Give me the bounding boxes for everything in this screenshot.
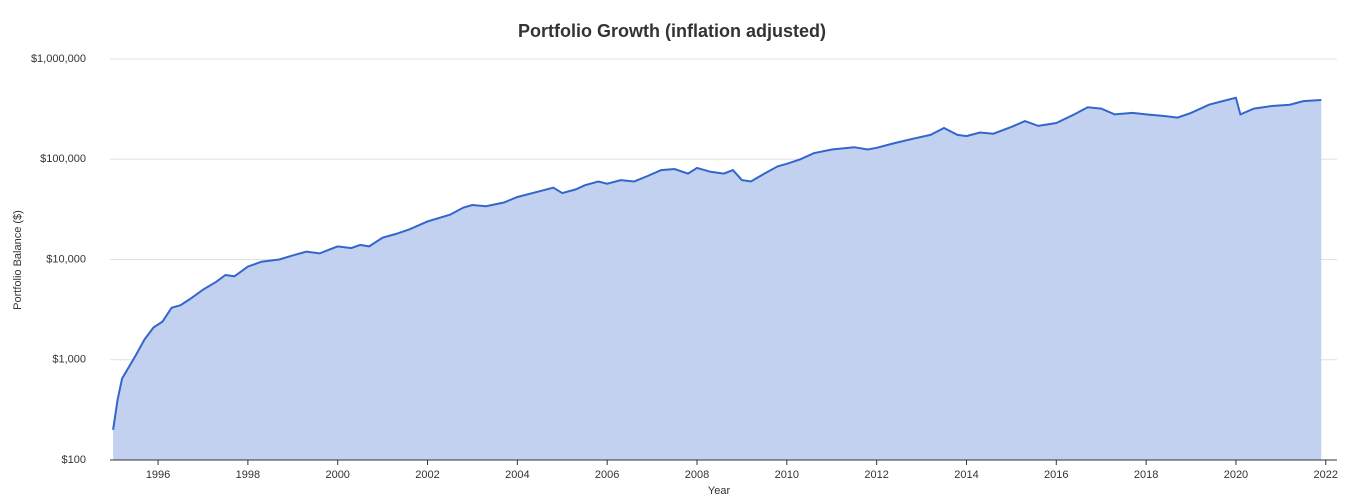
area xyxy=(113,97,1322,461)
y-axis-label: Portfolio Balance ($) xyxy=(12,210,24,310)
y-tick-label: $1,000 xyxy=(52,354,86,366)
x-tick-label: 2014 xyxy=(954,469,978,481)
x-tick-label: 2016 xyxy=(1044,469,1068,481)
y-tick-label: $100,000 xyxy=(40,153,86,165)
line xyxy=(112,96,1322,430)
x-tick-label: 2006 xyxy=(595,469,619,481)
x-tick-label: 2010 xyxy=(775,469,799,481)
y-tick-label: $100 xyxy=(62,454,86,466)
x-tick-label: 2012 xyxy=(864,469,888,481)
x-tick-label: 2002 xyxy=(415,469,439,481)
y-tick-label: $1,000,000 xyxy=(31,53,86,65)
x-axis-label: Year xyxy=(708,485,731,495)
x-tick-label: 2000 xyxy=(325,469,349,481)
x-tick-label: 2018 xyxy=(1134,469,1158,481)
y-tick-label: $10,000 xyxy=(46,253,86,265)
x-tick-label: 2004 xyxy=(505,469,529,481)
x-tick-label: 1998 xyxy=(236,469,260,481)
x-tick-label: 2008 xyxy=(685,469,709,481)
chart-title: Portfolio Growth (inflation adjusted) xyxy=(518,21,826,41)
x-tick-label: 2022 xyxy=(1314,469,1338,481)
x-tick-label: 1996 xyxy=(146,469,170,481)
x-tick-label: 2020 xyxy=(1224,469,1248,481)
